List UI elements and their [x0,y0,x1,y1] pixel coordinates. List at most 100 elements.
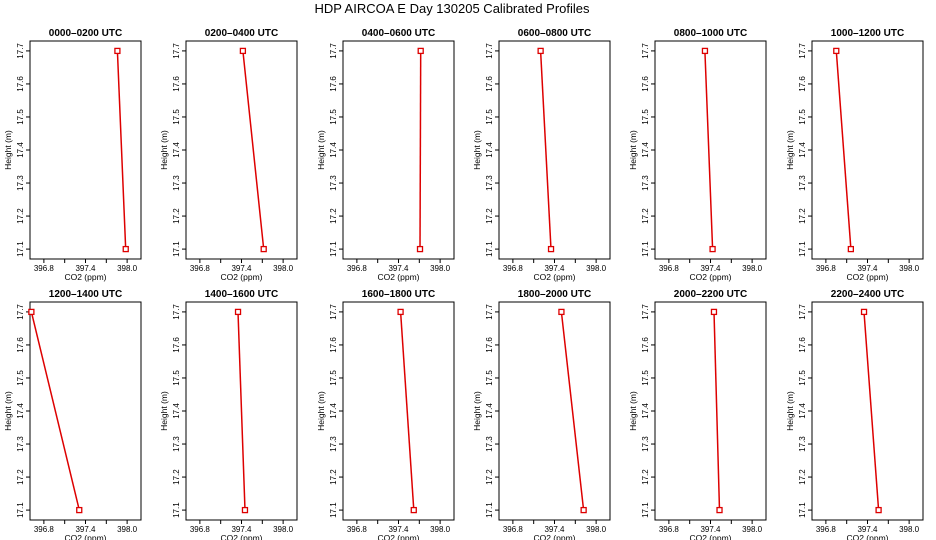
y-tick-label: 17.3 [329,436,338,452]
panel-3: 0600–0800 UTC 396.8 397.4 398.0 CO2 (ppm) 17.… [472,28,611,282]
panel-title: 1000–1200 UTC [831,28,904,39]
y-tick-label: 17.4 [172,403,181,419]
profile-line [399,311,415,511]
x-tick-label: 397.4 [544,264,565,273]
x-tick-label: 397.4 [544,525,565,534]
panel-grid: 0000–0200 UTC 396.8 397.4 398.0 CO2 (ppm) 17.… [3,28,924,540]
y-tick-label: 17.5 [16,109,25,125]
x-tick-label: 396.8 [347,525,368,534]
data-point [709,245,716,253]
data-point [833,47,840,55]
panel-title: 1400–1600 UTC [205,289,278,300]
y-tick-label: 17.7 [329,43,338,59]
y-tick-label: 17.3 [798,175,807,191]
y-tick-label: 17.4 [798,142,807,158]
data-point [260,245,267,253]
profile-line [116,50,127,250]
y-tick-label: 17.2 [329,469,338,485]
y-tick-label: 17.6 [798,76,807,92]
y-tick-label: 17.6 [485,76,494,92]
y-tick-label: 17.5 [329,370,338,386]
y-tick-label: 17.5 [485,370,494,386]
y-tick-label: 17.4 [641,403,650,419]
y-tick-label: 17.4 [485,403,494,419]
y-tick-label: 17.1 [485,502,494,518]
data-point [28,308,35,316]
y-tick-label: 17.4 [329,142,338,158]
y-axis-label: Height (m) [159,130,169,170]
profile-line [835,50,852,250]
panel-11: 2200–2400 UTC 396.8 397.4 398.0 CO2 (ppm) 17.… [785,289,924,540]
data-point [417,47,424,55]
y-tick-label: 17.2 [485,208,494,224]
y-tick-label: 17.7 [798,43,807,59]
y-tick-label: 17.7 [172,304,181,320]
x-axis-label: CO2 (ppm) [377,272,419,282]
plot-frame [811,40,924,260]
y-tick-label: 17.5 [329,109,338,125]
y-tick-label: 17.7 [641,43,650,59]
data-point [239,47,247,55]
x-axis-label: CO2 (ppm) [220,533,262,540]
x-tick-label: 397.4 [388,264,409,273]
y-tick-label: 17.3 [16,436,25,452]
x-axis-label: CO2 (ppm) [64,533,106,540]
profile-line [713,311,721,511]
data-point [558,308,565,316]
y-tick-label: 17.6 [329,337,338,353]
x-tick-label: 397.4 [388,525,409,534]
data-point [716,506,723,514]
data-point [537,47,544,55]
y-tick-label: 17.5 [172,370,181,386]
y-tick-label: 17.5 [16,370,25,386]
panel-title: 0000–0200 UTC [49,28,122,39]
x-tick-label: 396.8 [347,264,368,273]
x-tick-label: 396.8 [816,264,837,273]
y-tick-label: 17.5 [485,109,494,125]
data-point [114,47,121,55]
data-point [580,506,587,514]
data-point [76,506,83,514]
x-tick-label: 396.8 [816,525,837,534]
y-tick-label: 17.1 [329,502,338,518]
data-point [122,245,129,253]
y-tick-label: 17.1 [172,241,181,257]
x-axis-label: CO2 (ppm) [533,272,575,282]
y-tick-label: 17.7 [16,43,25,59]
y-axis-label: Height (m) [316,391,326,431]
x-tick-label: 397.4 [700,264,721,273]
y-axis-label: Height (m) [3,391,13,431]
y-tick-label: 17.3 [798,436,807,452]
x-tick-label: 398.0 [273,525,294,534]
y-tick-label: 17.6 [172,337,181,353]
data-point [847,245,854,253]
panel-10: 2000–2200 UTC 396.8 397.4 398.0 CO2 (ppm) 17.… [628,289,767,540]
y-tick-label: 17.3 [641,175,650,191]
y-tick-label: 17.2 [172,208,181,224]
y-axis-label: Height (m) [628,130,638,170]
x-tick-label: 396.8 [34,525,55,534]
data-point [875,506,882,514]
x-tick-label: 398.0 [586,525,607,534]
panel-title: 2200–2400 UTC [831,289,904,300]
panel-7: 1400–1600 UTC 396.8 397.4 398.0 CO2 (ppm) 17.… [159,289,298,540]
y-tick-label: 17.6 [641,76,650,92]
data-point [860,308,868,316]
panel-title: 0800–1000 UTC [674,28,747,39]
x-axis-label: CO2 (ppm) [377,533,419,540]
y-tick-label: 17.6 [16,337,25,353]
y-tick-label: 17.6 [329,76,338,92]
x-tick-label: 396.8 [503,264,524,273]
panel-title: 1600–1800 UTC [362,289,435,300]
y-tick-label: 17.3 [329,175,338,191]
panel-9: 1800–2000 UTC 396.8 397.4 398.0 CO2 (ppm) 17.… [472,289,611,540]
y-tick-label: 17.7 [798,304,807,320]
plot-frame [342,40,455,260]
y-tick-label: 17.6 [485,337,494,353]
y-tick-label: 17.1 [641,241,650,257]
y-tick-label: 17.7 [485,43,494,59]
x-tick-label: 398.0 [273,264,294,273]
y-tick-label: 17.5 [641,109,650,125]
data-point [234,308,242,316]
